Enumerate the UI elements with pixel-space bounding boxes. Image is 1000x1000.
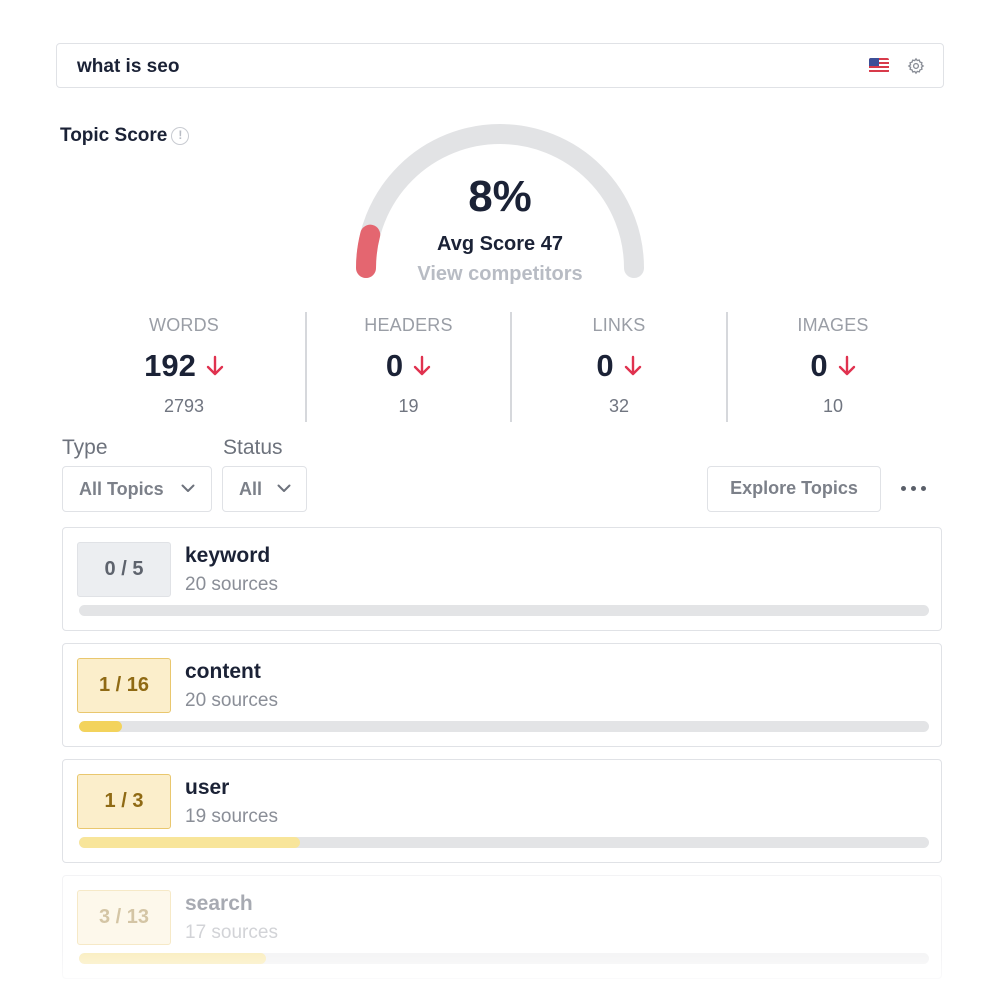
topic-progress-fill: [79, 721, 122, 732]
stat-words: WORDS 192 2793: [62, 310, 306, 422]
stats-row: WORDS 192 2793 HEADERS 0 19 LINKS 0 32 I…: [62, 310, 942, 422]
explore-topics-button[interactable]: Explore Topics: [707, 466, 881, 512]
topic-score-badge: 1 / 3: [77, 774, 171, 829]
stat-headers: HEADERS 0 19: [307, 310, 510, 422]
gauge-track: [356, 124, 644, 278]
topic-score-badge: 1 / 16: [77, 658, 171, 713]
topic-card[interactable]: 0 / 5 keyword 20 sources: [62, 527, 942, 631]
stat-label: LINKS: [592, 315, 646, 335]
topic-name: search: [185, 892, 253, 915]
topic-name: content: [185, 660, 261, 683]
fade-overlay: [0, 950, 1000, 1000]
search-query[interactable]: what is seo: [77, 56, 180, 77]
score-percent: 8%: [468, 172, 532, 221]
stat-label: HEADERS: [364, 315, 453, 335]
topic-progress-fill: [79, 837, 300, 848]
chevron-down-icon: [277, 484, 291, 492]
stat-target: 2793: [163, 396, 205, 416]
arrow-down-icon: [624, 355, 641, 376]
topic-name: keyword: [185, 544, 271, 567]
topic-score-badge: 3 / 13: [77, 890, 171, 945]
topic-progress-track: [79, 721, 929, 732]
topic-score-badge: 0 / 5: [77, 542, 171, 597]
arrow-down-icon: [413, 355, 431, 376]
topic-card[interactable]: 1 / 3 user 19 sources: [62, 759, 942, 863]
stat-label: IMAGES: [797, 315, 869, 335]
stat-value: 0: [307, 348, 510, 384]
more-options-icon[interactable]: [898, 478, 928, 498]
stat-number: 0: [385, 348, 404, 383]
stat-number: 0: [596, 348, 614, 383]
info-icon[interactable]: !: [171, 127, 190, 145]
score-gauge: [356, 124, 644, 278]
avg-score: Avg Score 47: [437, 233, 563, 255]
search-bar[interactable]: what is seo: [56, 43, 944, 88]
type-filter-label: Type: [62, 436, 108, 459]
stat-images: IMAGES 0 10: [728, 310, 938, 422]
arrow-down-icon: [206, 355, 224, 376]
stat-value: 192: [62, 348, 306, 384]
arrow-down-icon: [838, 355, 855, 376]
stat-links: LINKS 0 32: [512, 310, 726, 422]
stat-target: 10: [822, 396, 844, 416]
stat-value: 0: [512, 348, 726, 384]
gauge-fill: [356, 224, 381, 278]
divider: [510, 312, 512, 422]
stat-label: WORDS: [149, 315, 219, 335]
type-dropdown[interactable]: All Topics: [62, 466, 212, 512]
topic-card[interactable]: 1 / 16 content 20 sources: [62, 643, 942, 747]
topic-sources: 17 sources: [185, 922, 278, 943]
topic-name: user: [185, 776, 230, 799]
type-dropdown-value: All Topics: [79, 478, 164, 499]
topic-sources: 20 sources: [185, 574, 278, 595]
chevron-down-icon: [181, 484, 195, 492]
topic-score-title: Topic Score !: [60, 125, 190, 147]
status-dropdown[interactable]: All: [222, 466, 307, 512]
status-filter-label: Status: [223, 436, 283, 459]
divider: [305, 312, 307, 422]
stat-number: 0: [810, 348, 828, 383]
status-dropdown-value: All: [239, 478, 263, 499]
gear-icon[interactable]: [907, 57, 925, 75]
topic-score-label: Topic Score: [60, 125, 168, 146]
topic-sources: 20 sources: [185, 690, 278, 711]
us-flag-icon[interactable]: [869, 58, 889, 73]
stat-target: 19: [398, 396, 419, 416]
view-competitors-link[interactable]: View competitors: [417, 263, 583, 285]
stat-value: 0: [728, 348, 938, 384]
divider: [726, 312, 728, 422]
topic-progress-track: [79, 605, 929, 616]
topic-sources: 19 sources: [185, 806, 278, 827]
topic-progress-track: [79, 837, 929, 848]
stat-number: 192: [144, 348, 196, 383]
stat-target: 32: [608, 396, 630, 416]
